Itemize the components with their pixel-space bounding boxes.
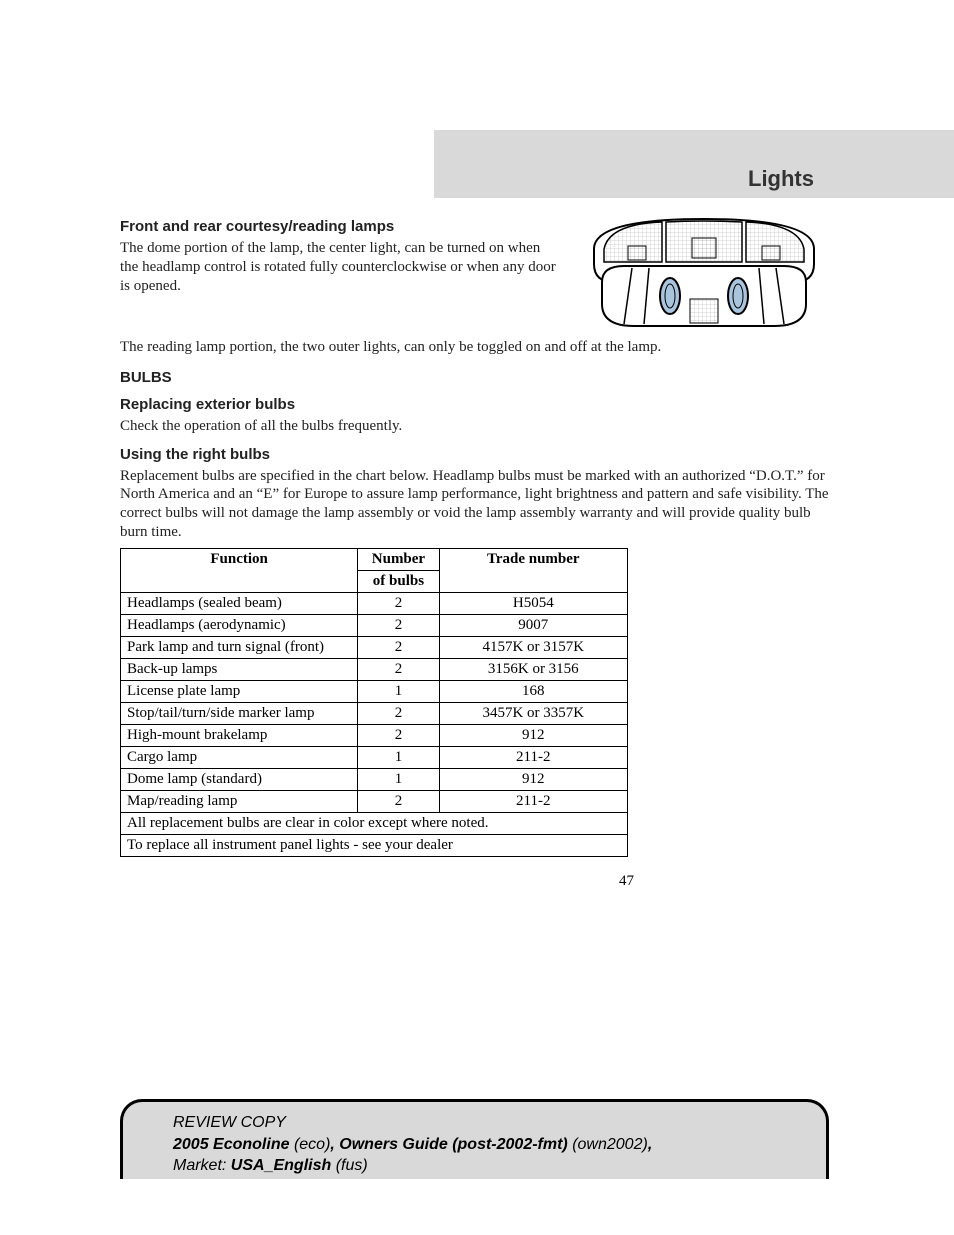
table-row: Cargo lamp1211-2 (121, 746, 628, 768)
footer-model: 2005 Econoline (173, 1136, 294, 1153)
rightbulbs-p1: Replacement bulbs are specified in the c… (120, 467, 834, 542)
cell-number: 2 (358, 724, 439, 746)
table-header-row: Function Number Trade number (121, 548, 628, 570)
courtesy-p2: The reading lamp portion, the two outer … (120, 338, 834, 357)
cell-trade: 211-2 (439, 790, 627, 812)
cell-trade: 168 (439, 680, 627, 702)
cell-function: High-mount brakelamp (121, 724, 358, 746)
footer-own: (own2002) (572, 1136, 648, 1153)
cell-function: Stop/tail/turn/side marker lamp (121, 702, 358, 724)
cell-trade: 912 (439, 724, 627, 746)
table-note1: All replacement bulbs are clear in color… (121, 812, 628, 834)
table-row: Park lamp and turn signal (front)24157K … (121, 636, 628, 658)
table-row: Stop/tail/turn/side marker lamp23457K or… (121, 702, 628, 724)
col-number-a: Number (358, 548, 439, 570)
table-row: Headlamps (sealed beam)2H5054 (121, 592, 628, 614)
cell-function: Cargo lamp (121, 746, 358, 768)
cell-function: License plate lamp (121, 680, 358, 702)
page: Lights Front and rear courtesy/reading l… (0, 0, 954, 1235)
footer-guide: Owners Guide (post-2002-fmt) (339, 1136, 572, 1153)
footer-line3: Market: USA_English (fus) (173, 1155, 796, 1177)
cell-function: Map/reading lamp (121, 790, 358, 812)
cell-trade: H5054 (439, 592, 627, 614)
cell-trade: 3156K or 3156 (439, 658, 627, 680)
rightbulbs-heading: Using the right bulbs (120, 446, 834, 463)
col-function: Function (121, 548, 358, 592)
cell-number: 2 (358, 702, 439, 724)
bulb-table: Function Number Trade number of bulbs He… (120, 548, 628, 857)
cell-trade: 211-2 (439, 746, 627, 768)
cell-number: 1 (358, 680, 439, 702)
cell-function: Dome lamp (standard) (121, 768, 358, 790)
table-row: Headlamps (aerodynamic)29007 (121, 614, 628, 636)
footer-eco: (eco) (294, 1136, 330, 1153)
footer-comma1: , (330, 1136, 339, 1153)
footer-comma2: , (648, 1136, 652, 1153)
cell-number: 1 (358, 768, 439, 790)
table-row: High-mount brakelamp2912 (121, 724, 628, 746)
footer-box: REVIEW COPY 2005 Econoline (eco), Owners… (120, 1099, 829, 1179)
courtesy-p1: The dome portion of the lamp, the center… (120, 239, 562, 295)
courtesy-lamp-block: Front and rear courtesy/reading lamps Th… (120, 208, 834, 334)
replacing-p1: Check the operation of all the bulbs fre… (120, 417, 834, 436)
table-row: License plate lamp1168 (121, 680, 628, 702)
footer-market-label: Market: (173, 1157, 231, 1174)
replacing-heading: Replacing exterior bulbs (120, 396, 834, 413)
cell-number: 2 (358, 658, 439, 680)
cell-number: 2 (358, 592, 439, 614)
table-note-row: All replacement bulbs are clear in color… (121, 812, 628, 834)
content: Front and rear courtesy/reading lamps Th… (120, 208, 834, 890)
cell-trade: 4157K or 3157K (439, 636, 627, 658)
page-title: Lights (748, 166, 814, 192)
review-copy: REVIEW COPY (173, 1114, 286, 1131)
table-note2: To replace all instrument panel lights -… (121, 834, 628, 856)
cell-number: 2 (358, 636, 439, 658)
footer-line2: 2005 Econoline (eco), Owners Guide (post… (173, 1134, 796, 1156)
cell-function: Park lamp and turn signal (front) (121, 636, 358, 658)
cell-trade: 3457K or 3357K (439, 702, 627, 724)
header-bar: Lights (434, 130, 954, 198)
table-row: Map/reading lamp2211-2 (121, 790, 628, 812)
cell-number: 2 (358, 790, 439, 812)
col-number-b: of bulbs (358, 570, 439, 592)
bulbs-heading: BULBS (120, 369, 834, 386)
table-row: Dome lamp (standard)1912 (121, 768, 628, 790)
page-number: 47 (120, 873, 634, 890)
courtesy-heading: Front and rear courtesy/reading lamps (120, 218, 562, 235)
table-row: Back-up lamps23156K or 3156 (121, 658, 628, 680)
footer-fus: (fus) (336, 1157, 368, 1174)
lamp-figure (574, 204, 834, 334)
table-note-row: To replace all instrument panel lights -… (121, 834, 628, 856)
cell-function: Headlamps (aerodynamic) (121, 614, 358, 636)
cell-number: 1 (358, 746, 439, 768)
courtesy-lamp-text: Front and rear courtesy/reading lamps Th… (120, 208, 562, 299)
col-trade: Trade number (439, 548, 627, 592)
cell-function: Back-up lamps (121, 658, 358, 680)
cell-trade: 912 (439, 768, 627, 790)
footer-market: USA_English (231, 1157, 336, 1174)
cell-function: Headlamps (sealed beam) (121, 592, 358, 614)
cell-trade: 9007 (439, 614, 627, 636)
footer-line1: REVIEW COPY (173, 1112, 796, 1134)
cell-number: 2 (358, 614, 439, 636)
